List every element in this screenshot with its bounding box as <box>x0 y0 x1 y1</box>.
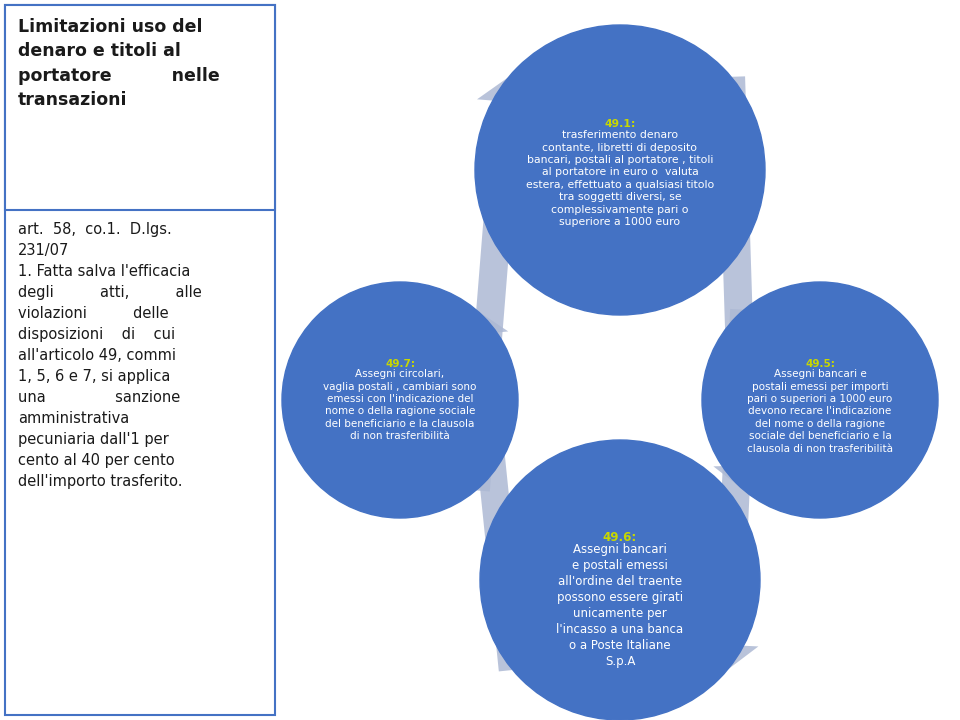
Text: art.  58,  co.1.  D.lgs.
231/07
1. Fatta salva l'efficacia
degli          atti, : art. 58, co.1. D.lgs. 231/07 1. Fatta sa… <box>18 222 202 489</box>
Polygon shape <box>462 77 537 492</box>
Polygon shape <box>699 309 758 670</box>
Circle shape <box>475 25 765 315</box>
Bar <box>5 5 275 715</box>
Text: 49.7:: 49.7: <box>385 359 415 369</box>
Text: 49.1:: 49.1: <box>604 120 636 130</box>
Polygon shape <box>713 76 774 490</box>
Polygon shape <box>448 310 527 672</box>
Circle shape <box>702 282 938 518</box>
Text: trasferimento denaro
contante, libretti di deposito
bancari, postali al portator: trasferimento denaro contante, libretti … <box>526 130 714 227</box>
Text: Assegni bancari e
postali emessi per importi
pari o superiori a 1000 euro
devono: Assegni bancari e postali emessi per imp… <box>747 369 893 454</box>
Text: Limitazioni uso del
denaro e titoli al
portatore          nelle
transazioni: Limitazioni uso del denaro e titoli al p… <box>18 18 220 109</box>
Text: 49.5:: 49.5: <box>805 359 835 369</box>
Text: Assegni bancari
e postali emessi
all'ordine del traente
possono essere girati
un: Assegni bancari e postali emessi all'ord… <box>557 543 684 668</box>
Text: 49.6:: 49.6: <box>603 531 637 544</box>
Bar <box>5 5 275 210</box>
Circle shape <box>480 440 760 720</box>
Text: Assegni circolari,
vaglia postali , cambiari sono
emessi con l'indicazione del
n: Assegni circolari, vaglia postali , camb… <box>324 369 477 441</box>
Circle shape <box>282 282 518 518</box>
